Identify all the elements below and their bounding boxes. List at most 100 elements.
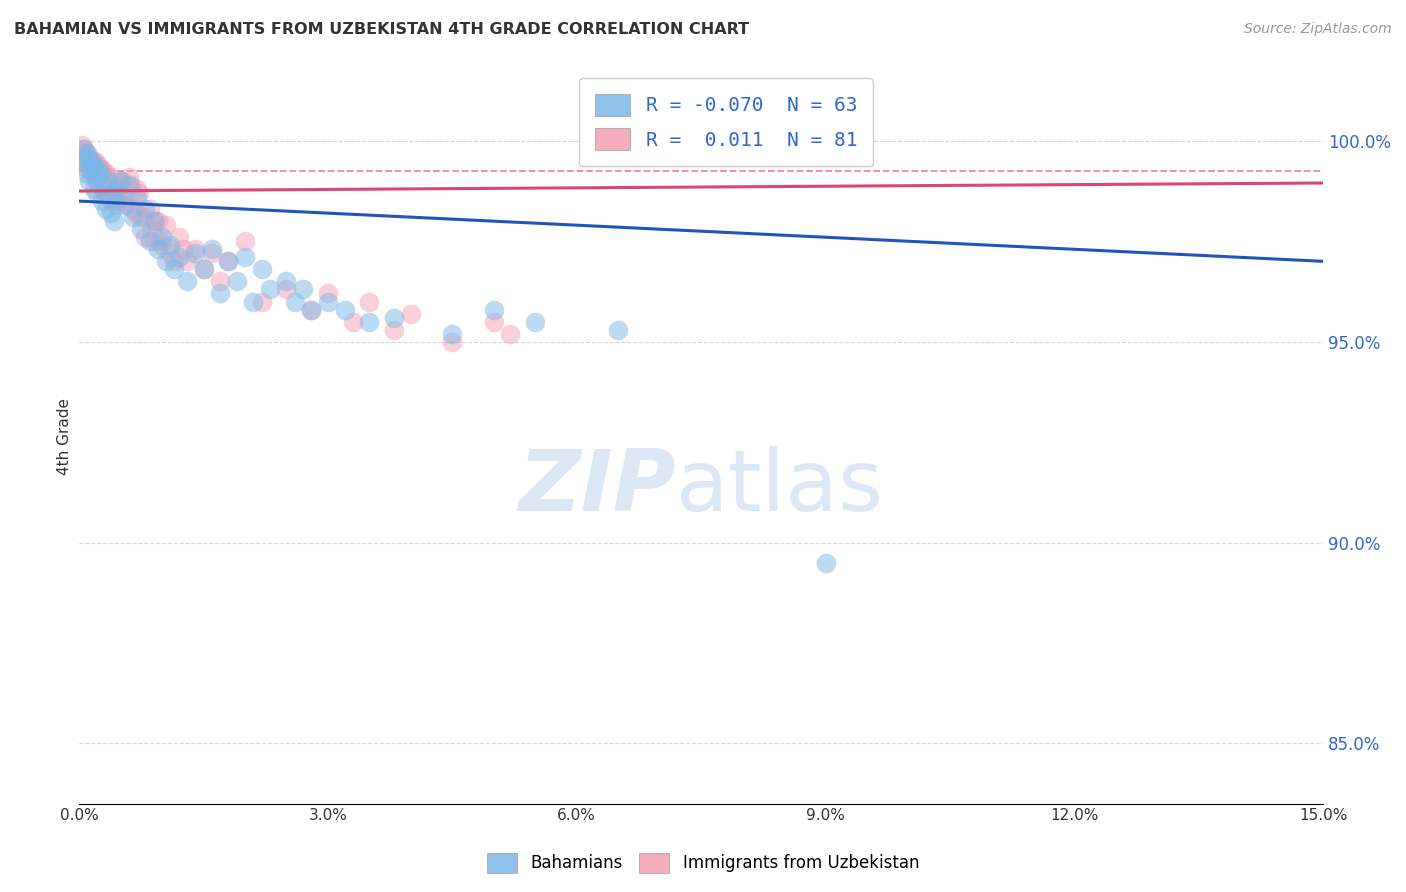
Point	[482, 302, 505, 317]
Point	[97, 190, 120, 204]
Point	[77, 174, 100, 188]
Point	[91, 161, 114, 176]
Point	[83, 169, 105, 184]
Point	[359, 294, 381, 309]
Point	[132, 210, 155, 224]
Point	[167, 230, 190, 244]
Point	[124, 206, 146, 220]
Point	[127, 190, 149, 204]
Point	[72, 142, 94, 156]
Legend: R = -0.070  N = 63, R =  0.011  N = 81: R = -0.070 N = 63, R = 0.011 N = 81	[579, 78, 873, 166]
Point	[83, 153, 105, 168]
Point	[316, 294, 339, 309]
Point	[77, 153, 100, 168]
Point	[146, 242, 169, 256]
Point	[176, 274, 198, 288]
Point	[441, 326, 464, 341]
Point	[100, 169, 122, 184]
Text: Source: ZipAtlas.com: Source: ZipAtlas.com	[1244, 22, 1392, 37]
Point	[80, 158, 103, 172]
Point	[193, 262, 215, 277]
Point	[524, 315, 547, 329]
Point	[499, 326, 522, 341]
Point	[122, 210, 145, 224]
Y-axis label: 4th Grade: 4th Grade	[58, 398, 72, 475]
Point	[115, 198, 138, 212]
Point	[94, 186, 117, 200]
Point	[127, 182, 149, 196]
Point	[72, 137, 94, 152]
Point	[82, 158, 104, 172]
Point	[316, 286, 339, 301]
Point	[118, 178, 141, 192]
Point	[72, 153, 94, 168]
Point	[209, 286, 232, 301]
Point	[94, 202, 117, 216]
Point	[138, 202, 160, 216]
Legend: Bahamians, Immigrants from Uzbekistan: Bahamians, Immigrants from Uzbekistan	[481, 847, 925, 880]
Point	[76, 145, 98, 160]
Point	[145, 214, 167, 228]
Point	[83, 182, 105, 196]
Point	[96, 166, 118, 180]
Point	[399, 307, 422, 321]
Point	[80, 153, 103, 168]
Point	[250, 262, 273, 277]
Point	[86, 186, 108, 200]
Point	[101, 186, 124, 200]
Point	[75, 166, 97, 180]
Point	[150, 238, 173, 252]
Point	[134, 202, 156, 216]
Point	[84, 158, 107, 172]
Point	[299, 302, 322, 317]
Point	[128, 186, 150, 200]
Point	[159, 238, 181, 252]
Point	[259, 282, 281, 296]
Point	[93, 178, 115, 192]
Point	[86, 166, 108, 180]
Point	[284, 294, 307, 309]
Point	[73, 142, 96, 156]
Point	[73, 145, 96, 160]
Point	[105, 194, 128, 208]
Point	[82, 153, 104, 168]
Point	[91, 194, 114, 208]
Point	[250, 294, 273, 309]
Point	[142, 234, 165, 248]
Point	[382, 323, 405, 337]
Point	[233, 250, 256, 264]
Point	[111, 174, 134, 188]
Point	[482, 315, 505, 329]
Point	[217, 254, 239, 268]
Point	[172, 242, 194, 256]
Point	[103, 214, 125, 228]
Text: ZIP: ZIP	[519, 446, 676, 529]
Point	[134, 230, 156, 244]
Point	[76, 150, 98, 164]
Point	[217, 254, 239, 268]
Point	[155, 218, 177, 232]
Point	[86, 174, 108, 188]
Point	[163, 254, 186, 268]
Point	[73, 153, 96, 168]
Point	[299, 302, 322, 317]
Point	[118, 169, 141, 184]
Point	[276, 282, 298, 296]
Point	[120, 178, 142, 192]
Point	[77, 150, 100, 164]
Point	[98, 182, 121, 196]
Point	[84, 169, 107, 184]
Point	[110, 174, 132, 188]
Point	[149, 234, 172, 248]
Point	[201, 246, 224, 260]
Text: BAHAMIAN VS IMMIGRANTS FROM UZBEKISTAN 4TH GRADE CORRELATION CHART: BAHAMIAN VS IMMIGRANTS FROM UZBEKISTAN 4…	[14, 22, 749, 37]
Point	[131, 210, 153, 224]
Point	[105, 198, 128, 212]
Point	[105, 182, 128, 196]
Point	[97, 174, 120, 188]
Point	[87, 158, 110, 172]
Point	[292, 282, 315, 296]
Point	[80, 166, 103, 180]
Point	[122, 202, 145, 216]
Point	[242, 294, 264, 309]
